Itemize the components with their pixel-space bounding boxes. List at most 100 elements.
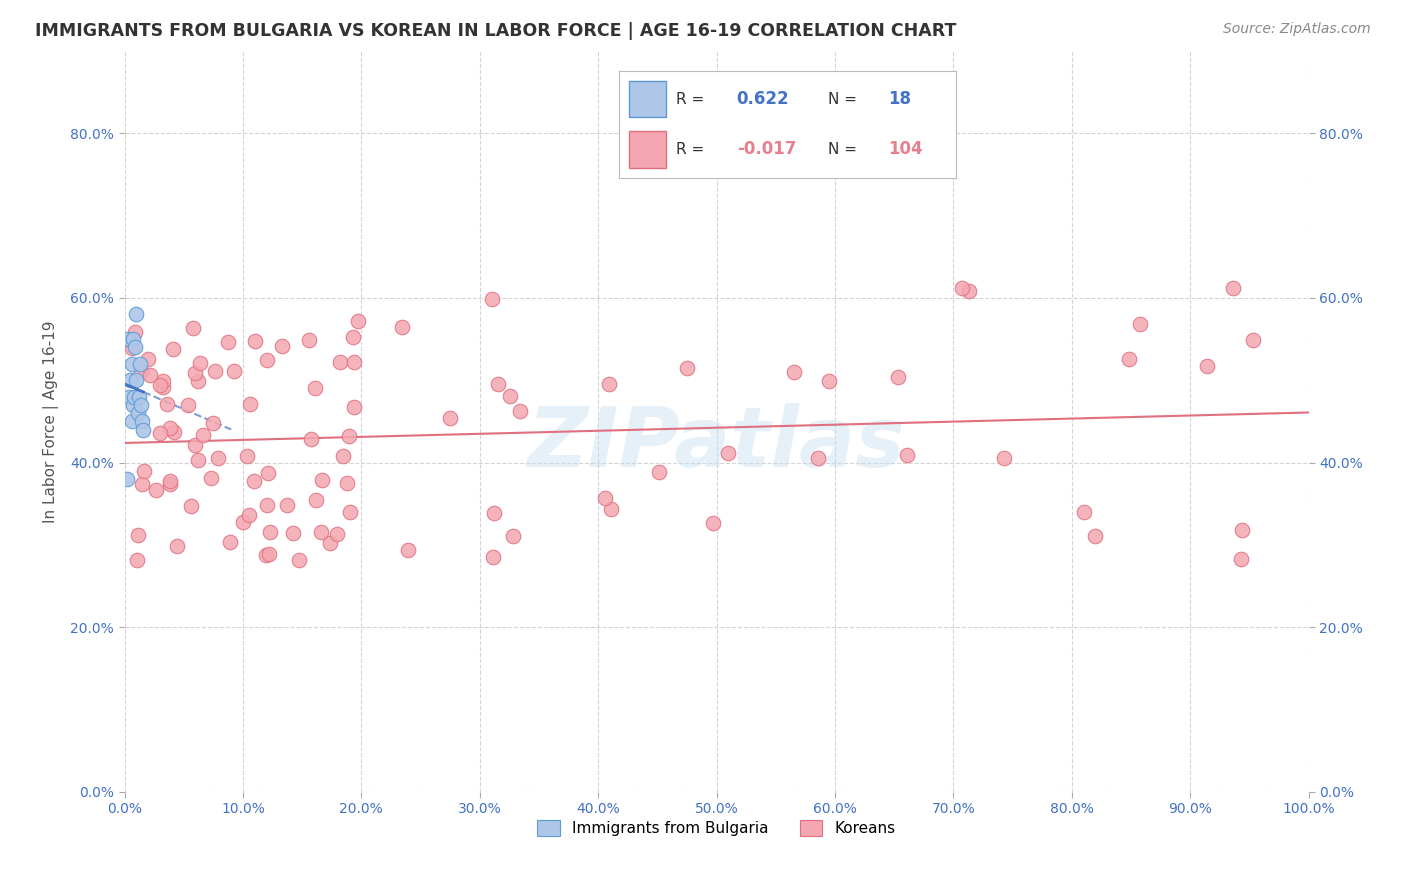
Point — [121, 398, 143, 412]
Point — [127, 527, 149, 541]
Point — [782, 365, 804, 379]
Point — [332, 449, 354, 463]
Point — [139, 368, 162, 382]
Point — [120, 373, 142, 387]
Point — [807, 451, 830, 466]
Point — [184, 367, 207, 381]
FancyBboxPatch shape — [628, 81, 666, 118]
Point — [124, 340, 146, 354]
Point — [325, 527, 347, 541]
Point — [134, 465, 156, 479]
Point — [129, 364, 152, 378]
Point — [121, 332, 143, 346]
Point — [159, 474, 181, 488]
Point — [1222, 281, 1244, 295]
Point — [179, 500, 201, 514]
Point — [256, 466, 278, 480]
Point — [256, 352, 278, 367]
Text: N =: N = — [828, 92, 862, 107]
Point — [254, 548, 277, 562]
Point — [207, 451, 229, 466]
FancyBboxPatch shape — [628, 131, 666, 168]
Point — [319, 536, 342, 550]
Text: R =: R = — [676, 142, 709, 157]
Point — [127, 552, 149, 566]
Point — [232, 515, 254, 529]
Point — [343, 401, 366, 415]
Point — [159, 477, 181, 491]
Point — [499, 389, 522, 403]
Point — [191, 428, 214, 442]
Point — [188, 356, 211, 370]
Point — [184, 437, 207, 451]
Point — [187, 374, 209, 388]
Point — [304, 381, 326, 395]
Point — [337, 428, 360, 442]
Point — [598, 376, 620, 391]
Point — [243, 475, 266, 489]
Point — [1241, 333, 1264, 347]
Point — [128, 390, 150, 404]
Point — [950, 280, 973, 294]
Point — [181, 321, 204, 335]
Point — [201, 416, 224, 430]
Point — [676, 360, 699, 375]
Point — [482, 506, 505, 520]
Point — [236, 449, 259, 463]
Point — [276, 498, 298, 512]
Point — [1129, 317, 1152, 331]
Point — [311, 473, 333, 487]
Point — [1232, 524, 1254, 538]
Point — [121, 357, 143, 371]
Point — [309, 524, 332, 539]
Point — [166, 539, 188, 553]
Point — [131, 476, 153, 491]
Point — [817, 374, 839, 388]
Point — [256, 498, 278, 512]
Point — [1073, 505, 1095, 519]
Point — [343, 355, 366, 369]
Point — [163, 425, 186, 440]
Point — [281, 525, 304, 540]
Point — [239, 397, 262, 411]
Point — [439, 411, 461, 425]
Point — [162, 342, 184, 356]
Y-axis label: In Labor Force | Age 16-19: In Labor Force | Age 16-19 — [44, 320, 59, 523]
Point — [125, 373, 148, 387]
Point — [152, 374, 174, 388]
Point — [219, 535, 242, 549]
Text: Source: ZipAtlas.com: Source: ZipAtlas.com — [1223, 22, 1371, 37]
Point — [717, 446, 740, 460]
Point — [217, 335, 239, 350]
Point — [305, 492, 328, 507]
Point — [1084, 529, 1107, 543]
Point — [149, 378, 172, 392]
Point — [115, 472, 138, 486]
Point — [347, 314, 370, 328]
Point — [391, 320, 413, 334]
Point — [187, 453, 209, 467]
Point — [1195, 359, 1218, 373]
Legend: Immigrants from Bulgaria, Koreans: Immigrants from Bulgaria, Koreans — [537, 821, 896, 836]
Point — [339, 505, 361, 519]
Point — [159, 421, 181, 435]
Point — [149, 426, 172, 441]
Point — [243, 334, 266, 348]
Point — [297, 333, 319, 347]
Point — [145, 483, 167, 497]
Point — [121, 414, 143, 428]
Point — [125, 307, 148, 321]
Point — [132, 423, 155, 437]
Point — [486, 377, 509, 392]
Point — [329, 354, 352, 368]
Point — [593, 491, 616, 505]
Point — [342, 330, 364, 344]
Point — [127, 406, 149, 420]
Text: ZIPatlas: ZIPatlas — [527, 403, 905, 484]
Point — [131, 414, 153, 428]
Point — [271, 339, 294, 353]
Text: -0.017: -0.017 — [737, 141, 796, 159]
Text: N =: N = — [828, 142, 862, 157]
Text: 0.622: 0.622 — [737, 90, 789, 108]
Point — [481, 292, 503, 306]
